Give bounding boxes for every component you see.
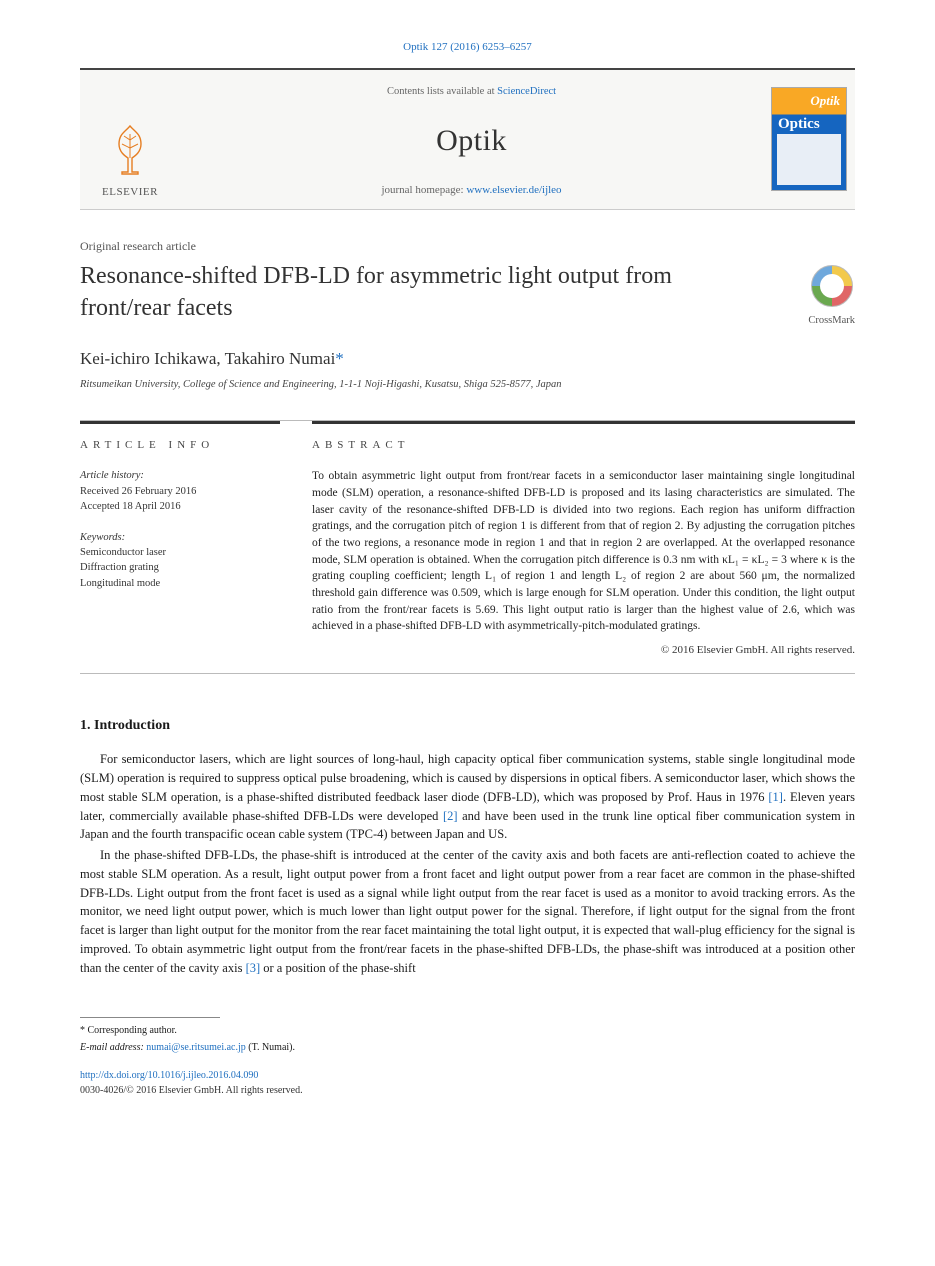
- email-paren: (T. Numai).: [246, 1042, 295, 1053]
- article-history: Article history: Received 26 February 20…: [80, 468, 280, 514]
- citation-line: Optik 127 (2016) 6253–6257: [80, 40, 855, 56]
- crossmark-label: CrossMark: [808, 313, 855, 328]
- masthead-right: Optik Optics: [763, 70, 855, 209]
- footnote-rule: [80, 1017, 220, 1018]
- abstract-text: To obtain asymmetric light output from f…: [312, 468, 855, 635]
- keywords-block: Keywords: Semiconductor laser Diffractio…: [80, 530, 280, 591]
- contents-prefix: Contents lists available at: [387, 86, 497, 97]
- author-list: Kei-ichiro Ichikawa, Takahiro Numai*: [80, 347, 855, 372]
- masthead: ELSEVIER Contents lists available at Sci…: [80, 70, 855, 210]
- history-header: Article history:: [80, 468, 280, 483]
- email-label: E-mail address:: [80, 1042, 146, 1053]
- issn-copyright: 0030-4026/© 2016 Elsevier GmbH. All righ…: [80, 1084, 855, 1099]
- accepted-date: Accepted 18 April 2016: [80, 499, 280, 514]
- contents-lists-line: Contents lists available at ScienceDirec…: [190, 84, 753, 99]
- cover-word-optics: Optics: [778, 114, 820, 136]
- crossmark-widget[interactable]: CrossMark: [808, 265, 855, 328]
- abstract-head: ABSTRACT: [312, 438, 855, 454]
- email-line: E-mail address: numai@se.ritsumei.ac.jp …: [80, 1041, 855, 1056]
- affiliation: Ritsumeikan University, College of Scien…: [80, 377, 855, 392]
- section-heading: 1. Introduction: [80, 716, 855, 736]
- article-info-head: ARTICLE INFO: [80, 438, 280, 454]
- keyword: Longitudinal mode: [80, 576, 280, 591]
- paragraph: In the phase-shifted DFB-LDs, the phase-…: [80, 846, 855, 977]
- publisher-name: ELSEVIER: [102, 185, 158, 201]
- corr-marker: *: [80, 1025, 85, 1036]
- corr-author-marker: *: [335, 349, 344, 368]
- cover-body-panel: [777, 134, 841, 185]
- doi-line: http://dx.doi.org/10.1016/j.ijleo.2016.0…: [80, 1069, 855, 1084]
- keyword: Semiconductor laser: [80, 545, 280, 560]
- homepage-prefix: journal homepage:: [381, 184, 466, 196]
- elsevier-tree-icon: [105, 122, 155, 176]
- paragraph: For semiconductor lasers, which are ligh…: [80, 750, 855, 844]
- email-link[interactable]: numai@se.ritsumei.ac.jp: [146, 1042, 245, 1053]
- keywords-header: Keywords:: [80, 530, 280, 545]
- keyword: Diffraction grating: [80, 560, 280, 575]
- crossmark-icon: [811, 265, 853, 307]
- section-introduction: 1. Introduction For semiconductor lasers…: [80, 716, 855, 977]
- title-row: Resonance-shifted DFB-LD for asymmetric …: [80, 261, 855, 328]
- citation-ref-1[interactable]: [1]: [768, 790, 783, 804]
- corresponding-author-note: * Corresponding author.: [80, 1024, 855, 1039]
- publisher-block: ELSEVIER: [80, 70, 180, 209]
- homepage-line: journal homepage: www.elsevier.de/ijleo: [190, 183, 753, 199]
- info-abs-bottom-rule: [80, 673, 855, 674]
- abstract-copyright: © 2016 Elsevier GmbH. All rights reserve…: [312, 643, 855, 659]
- homepage-link[interactable]: www.elsevier.de/ijleo: [466, 184, 561, 196]
- corr-text: Corresponding author.: [88, 1025, 177, 1036]
- masthead-center: Contents lists available at ScienceDirec…: [180, 70, 763, 209]
- received-date: Received 26 February 2016: [80, 484, 280, 499]
- journal-name: Optik: [190, 119, 753, 163]
- article-type: Original research article: [80, 238, 855, 255]
- cover-word-optik: Optik: [810, 92, 840, 111]
- article-title: Resonance-shifted DFB-LD for asymmetric …: [80, 261, 700, 323]
- info-abstract-row: ARTICLE INFO Article history: Received 2…: [80, 420, 855, 659]
- article-info-column: ARTICLE INFO Article history: Received 2…: [80, 421, 280, 659]
- elsevier-logo[interactable]: ELSEVIER: [102, 122, 158, 201]
- abstract-column: ABSTRACT To obtain asymmetric light outp…: [312, 421, 855, 659]
- text-run: In the phase-shifted DFB-LDs, the phase-…: [80, 848, 855, 975]
- citation-ref-3[interactable]: [3]: [246, 961, 261, 975]
- sciencedirect-link[interactable]: ScienceDirect: [497, 86, 556, 97]
- text-run: or a position of the phase-shift: [260, 961, 416, 975]
- authors-text: Kei-ichiro Ichikawa, Takahiro Numai: [80, 349, 335, 368]
- journal-cover-thumb[interactable]: Optik Optics: [771, 87, 847, 191]
- text-run: For semiconductor lasers, which are ligh…: [80, 752, 855, 804]
- doi-link[interactable]: http://dx.doi.org/10.1016/j.ijleo.2016.0…: [80, 1070, 258, 1081]
- citation-ref-2[interactable]: [2]: [443, 809, 458, 823]
